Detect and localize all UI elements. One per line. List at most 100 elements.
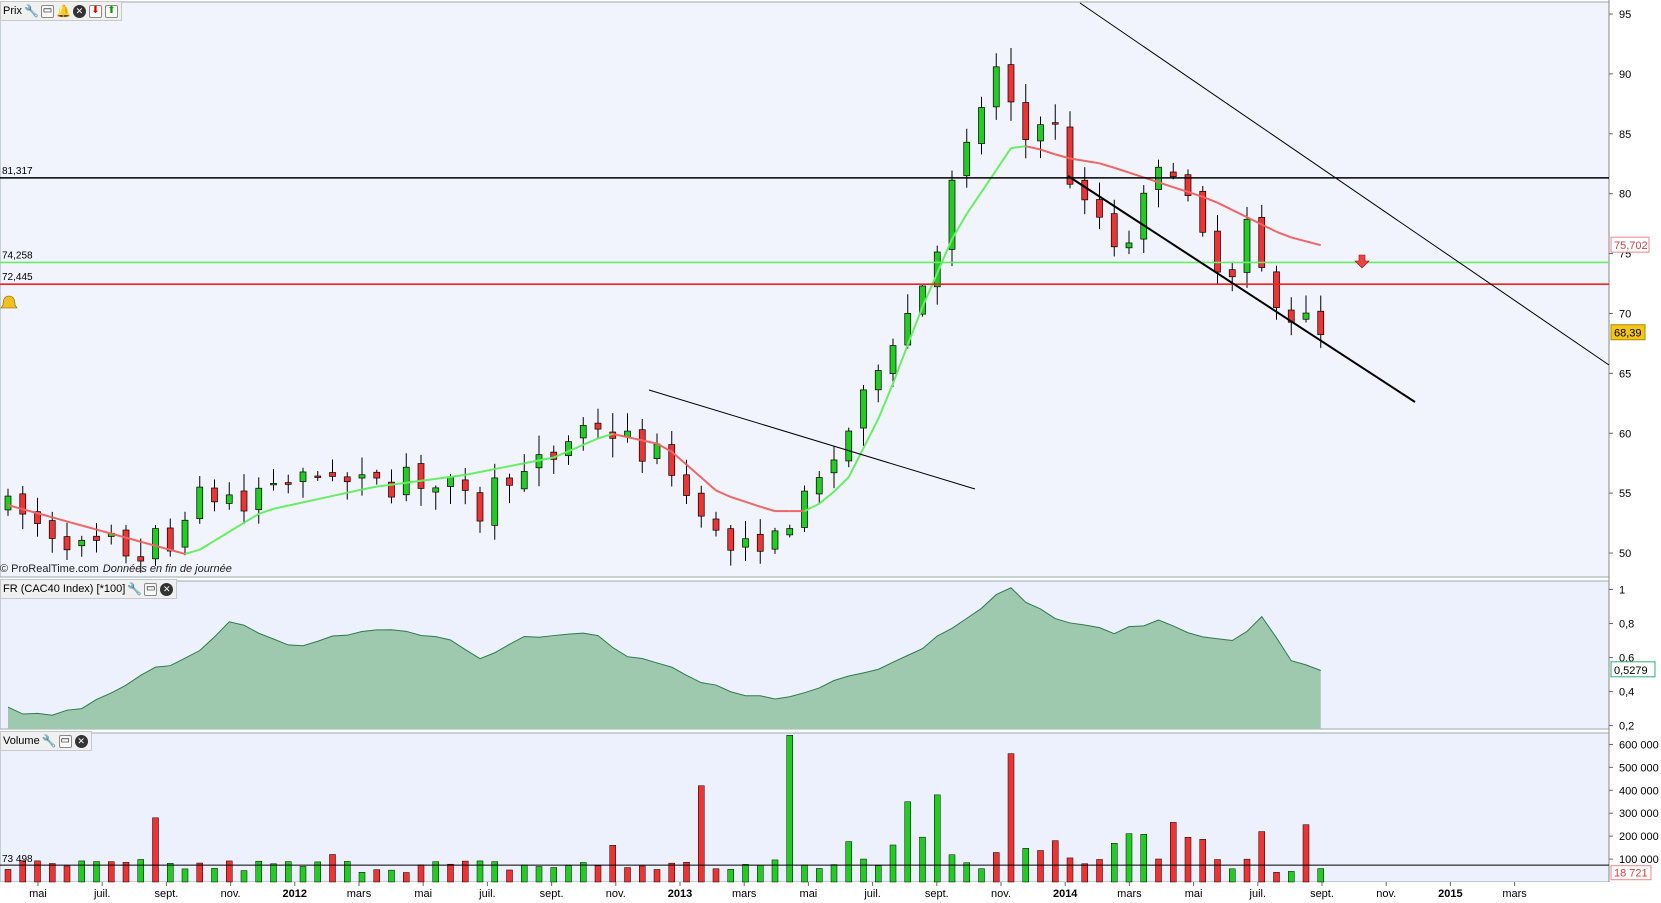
candle: [963, 141, 971, 177]
candle: [756, 533, 764, 552]
window-icon[interactable]: ▭: [144, 582, 158, 596]
arrow-up-icon[interactable]: ⬆: [104, 4, 118, 18]
moving-average-segment: [243, 512, 260, 524]
candle: [358, 474, 366, 479]
window-icon[interactable]: ▭: [40, 4, 54, 18]
moving-average-segment: [1113, 166, 1130, 174]
price-tick-label: 60: [1619, 428, 1631, 440]
moving-average-segment: [347, 488, 363, 494]
candle: [314, 475, 322, 478]
moving-average-segment: [213, 530, 230, 542]
volume-bar: [550, 867, 557, 883]
moving-average-segment: [479, 468, 495, 473]
moving-average-segment: [1040, 148, 1056, 156]
candle: [1051, 122, 1059, 125]
moving-average-segment: [391, 481, 407, 486]
moving-average-segment: [169, 548, 186, 555]
wrench-icon[interactable]: 🔧: [127, 582, 143, 596]
arrow-down-icon[interactable]: ⬇: [88, 4, 102, 18]
volume-bar: [1111, 843, 1118, 883]
moving-average-segment: [671, 450, 688, 466]
volume-tick-label: 400 000: [1619, 785, 1659, 797]
close-icon[interactable]: ✕: [72, 4, 86, 18]
bell-icon[interactable]: 🔔: [55, 4, 71, 18]
price-tick-label: 80: [1619, 189, 1631, 201]
close-icon[interactable]: ✕: [160, 582, 174, 596]
volume-tick-label: 600 000: [1619, 739, 1659, 751]
sell-arrow-icon: [1354, 254, 1370, 269]
close-icon[interactable]: ✕: [74, 734, 88, 748]
moving-average-segment: [1261, 223, 1277, 233]
volume-bar: [801, 864, 808, 883]
window-icon[interactable]: ▭: [58, 734, 72, 748]
moving-average-segment: [833, 476, 850, 493]
x-tick-label: sept.: [925, 888, 949, 900]
candle: [579, 425, 587, 439]
wrench-icon[interactable]: 🔧: [23, 4, 39, 18]
candle: [225, 494, 233, 504]
moving-average-segment: [258, 507, 274, 515]
price-panel-title: Prix: [3, 5, 22, 17]
watermark-note: Données en fin de journée: [102, 563, 232, 575]
x-tick-label: mai: [1185, 888, 1203, 900]
candle: [874, 370, 882, 391]
x-tick-label: mars: [1502, 888, 1527, 900]
candle: [491, 477, 499, 526]
candle: [1140, 192, 1148, 240]
candle: [476, 492, 484, 522]
last-price-box: [1610, 324, 1646, 341]
ratio-panel-title: FR (CAC40 Index) [*100]: [3, 583, 126, 595]
candle: [742, 538, 749, 548]
moving-average-segment: [361, 485, 377, 491]
candle: [1081, 179, 1089, 201]
price-tick-label: 50: [1619, 548, 1631, 560]
volume-bar: [240, 870, 248, 883]
volume-bar: [137, 859, 144, 883]
moving-average-segment: [51, 516, 68, 523]
candle: [34, 511, 41, 524]
candle: [373, 471, 381, 479]
moving-average-segment: [759, 505, 776, 513]
moving-average-segment: [538, 456, 554, 462]
candle: [299, 471, 307, 482]
candle: [63, 536, 71, 551]
moving-average-segment: [921, 272, 939, 308]
x-tick-label: 2014: [1053, 888, 1078, 900]
volume-bar: [889, 844, 897, 883]
volume-bar: [329, 854, 336, 883]
volume-bar: [255, 860, 262, 883]
moving-average-segment: [656, 442, 673, 453]
x-tick-label: mai: [414, 888, 432, 900]
candle: [1214, 230, 1221, 273]
volume-bar: [167, 863, 174, 883]
volume-bar: [358, 871, 366, 883]
volume-bar: [63, 865, 71, 883]
volume-bar: [609, 845, 616, 883]
volume-bar: [580, 862, 587, 883]
moving-average-segment: [892, 344, 909, 384]
wrench-icon[interactable]: 🔧: [41, 734, 57, 748]
moving-average-segment: [96, 528, 112, 535]
price-tick-label: 85: [1619, 129, 1631, 141]
moving-average-segment: [494, 465, 510, 471]
moving-average-segment: [509, 462, 525, 468]
candle: [712, 518, 720, 531]
volume-tick-label: 100 000: [1619, 854, 1659, 866]
ma-value-box: [1610, 236, 1650, 253]
moving-average-segment: [155, 544, 171, 551]
moving-average-segment: [1202, 195, 1218, 204]
x-tick-label: nov.: [606, 888, 626, 900]
volume-bar: [181, 868, 189, 883]
moving-average-segment: [140, 540, 156, 547]
volume-bar: [344, 861, 351, 883]
candle: [388, 481, 395, 498]
candle: [329, 472, 336, 477]
moving-average-segment: [184, 548, 201, 555]
moving-average-segment: [995, 147, 1012, 171]
x-tick-label: sept.: [540, 888, 564, 900]
moving-average-segment: [627, 436, 643, 442]
volume-bar: [624, 867, 631, 883]
candle: [1199, 190, 1207, 233]
candle: [284, 482, 292, 485]
volume-bar: [462, 860, 469, 883]
